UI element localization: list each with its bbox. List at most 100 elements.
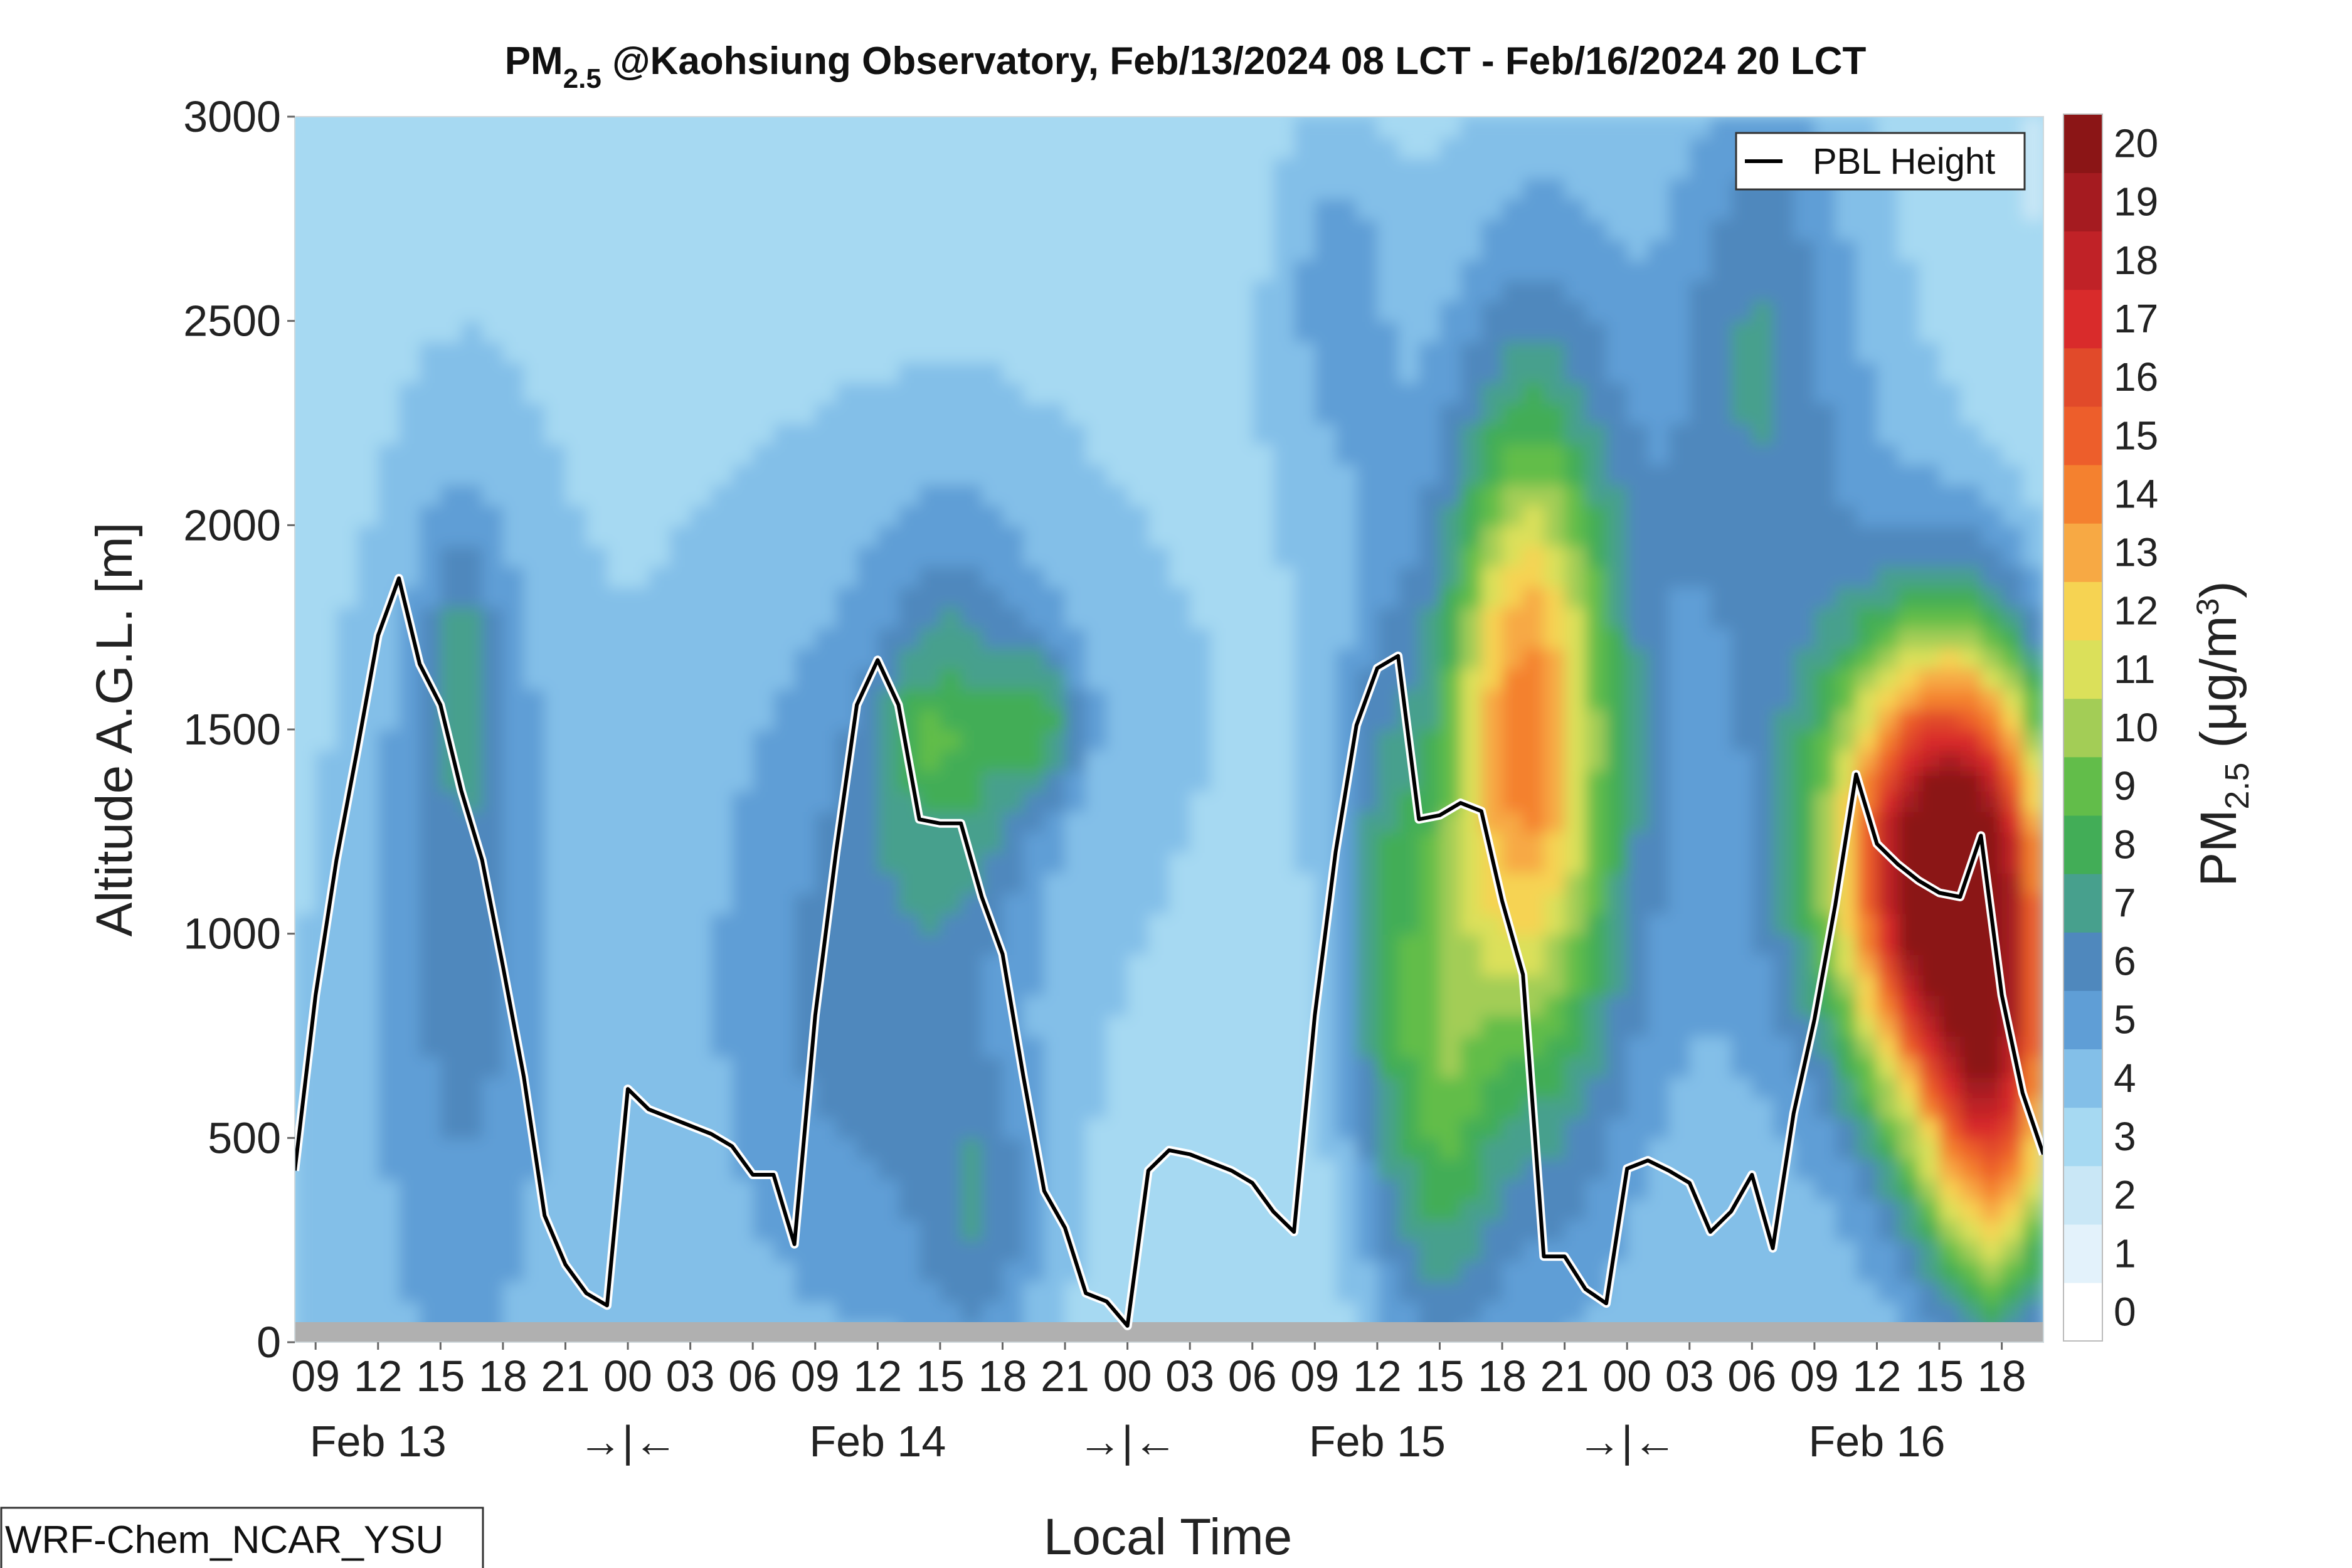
pm25-cell bbox=[1210, 586, 1233, 608]
pm25-cell bbox=[1710, 198, 1732, 220]
pm25-cell bbox=[1731, 341, 1753, 363]
pm25-cell bbox=[919, 300, 941, 322]
pm25-cell bbox=[1190, 545, 1212, 567]
pm25-cell bbox=[773, 1260, 796, 1282]
pm25-cell bbox=[2022, 770, 2043, 792]
pm25-cell bbox=[669, 1179, 692, 1200]
pm25-cell bbox=[1294, 260, 1316, 282]
pm25-cell bbox=[399, 954, 421, 976]
pm25-cell bbox=[1877, 218, 1899, 240]
pm25-cell bbox=[1772, 729, 1795, 751]
pm25-cell bbox=[461, 177, 484, 199]
pm25-cell bbox=[1460, 954, 1483, 976]
pm25-cell bbox=[690, 954, 712, 976]
pm25-cell bbox=[690, 1260, 712, 1282]
pm25-cell bbox=[1190, 1199, 1212, 1221]
pm25-cell bbox=[1835, 933, 1857, 955]
pm25-cell bbox=[1190, 627, 1212, 649]
pm25-cell bbox=[357, 852, 379, 874]
pm25-cell bbox=[1190, 790, 1212, 812]
pm25-cell bbox=[1502, 1056, 1524, 1078]
pm25-cell bbox=[1002, 750, 1025, 771]
pm25-cell bbox=[1772, 709, 1795, 731]
pm25-cell bbox=[1294, 668, 1316, 690]
pm25-cell bbox=[1731, 688, 1753, 710]
pm25-cell bbox=[1377, 974, 1399, 996]
pm25-cell bbox=[753, 1076, 775, 1098]
pm25-cell bbox=[461, 361, 484, 383]
pm25-cell bbox=[649, 1138, 670, 1160]
pm25-cell bbox=[1460, 402, 1483, 424]
pm25-cell bbox=[399, 790, 421, 812]
pm25-cell bbox=[649, 1260, 670, 1282]
pm25-cell bbox=[1190, 320, 1212, 342]
pm25-cell bbox=[1772, 1015, 1795, 1037]
pm25-cell bbox=[1252, 913, 1274, 935]
pm25-cell bbox=[1752, 361, 1774, 383]
pm25-cell bbox=[1689, 1117, 1712, 1139]
pm25-cell bbox=[857, 443, 879, 465]
pm25-cell bbox=[399, 525, 421, 547]
pm25-cell bbox=[1002, 545, 1025, 567]
pm25-cell bbox=[440, 260, 462, 282]
pm25-cell bbox=[1544, 913, 1566, 935]
pm25-cell bbox=[1939, 627, 1961, 649]
pm25-cell bbox=[1148, 933, 1170, 955]
pm25-cell bbox=[336, 198, 359, 220]
pm25-cell bbox=[1294, 913, 1316, 935]
pm25-cell bbox=[1544, 382, 1566, 404]
pm25-cell bbox=[1731, 504, 1753, 526]
pm25-cell bbox=[1377, 1117, 1399, 1139]
pm25-cell bbox=[544, 954, 566, 976]
pm25-cell bbox=[524, 137, 546, 159]
pm25-cell bbox=[1294, 933, 1316, 955]
pm25-cell bbox=[1814, 688, 1836, 710]
pm25-cell bbox=[1814, 218, 1836, 240]
pm25-cell bbox=[773, 647, 796, 669]
pm25-cell bbox=[1710, 995, 1732, 1017]
pm25-cell bbox=[1210, 423, 1233, 445]
pm25-cell bbox=[1627, 913, 1649, 935]
pm25-cell bbox=[732, 1015, 754, 1037]
pm25-cell bbox=[857, 995, 879, 1017]
pm25-cell bbox=[1606, 1097, 1628, 1119]
pm25-cell bbox=[482, 1036, 504, 1057]
pm25-cell bbox=[1502, 218, 1524, 240]
pm25-cell bbox=[295, 1240, 317, 1262]
pm25-cell bbox=[1731, 729, 1753, 751]
pm25-cell bbox=[1065, 1301, 1087, 1323]
pm25-cell bbox=[773, 300, 796, 322]
pm25-cell bbox=[1668, 709, 1691, 731]
pm25-cell bbox=[336, 607, 359, 628]
pm25-cell bbox=[1668, 218, 1691, 240]
pm25-cell bbox=[461, 300, 484, 322]
pm25-cell bbox=[1169, 913, 1191, 935]
pm25-cell bbox=[2001, 443, 2024, 465]
pm25-cell bbox=[940, 1199, 962, 1221]
pm25-cell bbox=[1439, 729, 1462, 751]
pm25-cell bbox=[1106, 1219, 1129, 1241]
pm25-cell bbox=[1731, 913, 1753, 935]
pm25-cell bbox=[336, 300, 359, 322]
pm25-cell bbox=[1023, 995, 1046, 1017]
pm25-cell bbox=[2001, 1199, 2024, 1221]
pm25-cell bbox=[1585, 280, 1608, 302]
pm25-cell bbox=[1731, 811, 1753, 833]
pm25-cell bbox=[586, 872, 608, 894]
pm25-cell bbox=[1814, 239, 1836, 261]
pm25-cell bbox=[1627, 627, 1649, 649]
pm25-cell bbox=[940, 423, 962, 445]
pm25-cell bbox=[1377, 484, 1399, 506]
pm25-cell bbox=[1731, 443, 1753, 465]
pm25-cell bbox=[1210, 218, 1233, 240]
pm25-cell bbox=[1127, 300, 1150, 322]
pm25-cell bbox=[773, 545, 796, 567]
pm25-cell bbox=[1210, 1260, 1233, 1282]
pm25-cell bbox=[1523, 668, 1545, 690]
pm25-cell bbox=[1648, 566, 1670, 588]
pm25-cell bbox=[1564, 872, 1587, 894]
pm25-cell bbox=[1315, 750, 1337, 771]
pm25-cell bbox=[1169, 464, 1191, 485]
pm25-cell bbox=[586, 504, 608, 526]
pm25-cell bbox=[1752, 280, 1774, 302]
